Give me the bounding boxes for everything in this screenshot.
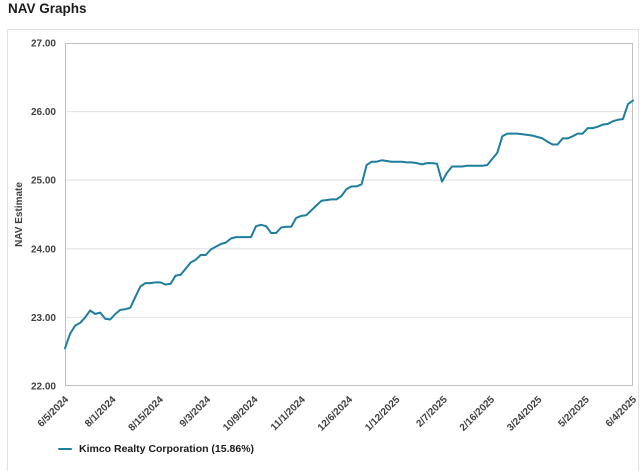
legend-label: Kimco Realty Corporation (15.86%): [79, 443, 255, 455]
x-tick-label: 9/3/2024: [178, 394, 214, 430]
plot-border: [65, 43, 633, 386]
x-tick-label: 1/12/2025: [363, 394, 403, 434]
page-title: NAV Graphs: [8, 1, 87, 16]
x-tick-label: 8/1/2024: [83, 394, 119, 430]
y-tick-label: 24.00: [31, 244, 56, 255]
x-tick-label: 2/16/2025: [458, 394, 498, 434]
chart-card: 27.00 26.00 25.00 24.00 23.00 22.00 NAV Estima…: [7, 29, 639, 471]
y-tick-label: 26.00: [31, 107, 56, 118]
nav-series-line: [64, 99, 634, 350]
x-tick-label: 12/6/2024: [316, 394, 356, 434]
x-tick-label: 10/9/2024: [221, 394, 261, 434]
y-axis-title: NAV Estimate: [14, 182, 25, 247]
x-tick-label: 3/24/2025: [505, 394, 545, 434]
y-tick-label: 27.00: [31, 39, 56, 50]
y-tick-label: 25.00: [31, 176, 56, 187]
x-tick-label: 6/5/2024: [36, 394, 72, 430]
chart-legend: Kimco Realty Corporation (15.86%): [58, 443, 254, 455]
y-tick-label: 22.00: [31, 382, 56, 393]
x-tick-label: 2/7/2025: [414, 394, 450, 430]
nav-line-chart: 27.00 26.00 25.00 24.00 23.00 22.00 NAV Estima…: [14, 39, 638, 434]
x-tick-label: 8/15/2024: [127, 394, 167, 434]
legend-line-swatch: [58, 447, 72, 451]
x-tick-label: 11/1/2024: [269, 394, 308, 433]
x-tick-label: 6/4/2025: [604, 394, 638, 430]
y-tick-label: 23.00: [31, 313, 56, 324]
x-tick-label: 5/2/2025: [556, 394, 592, 430]
